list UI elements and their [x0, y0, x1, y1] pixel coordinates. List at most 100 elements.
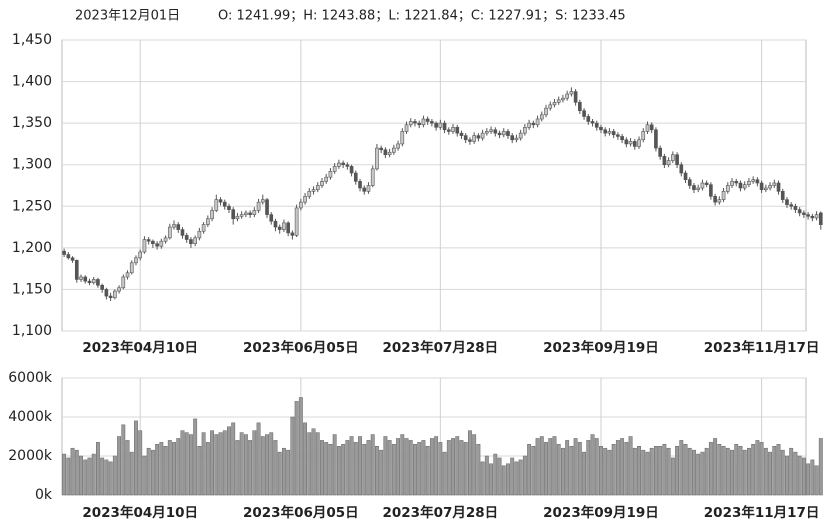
volume-bar [218, 432, 223, 496]
candle-body [299, 201, 303, 209]
candle-body [163, 237, 168, 242]
volume-bar [95, 442, 100, 496]
volume-bar [400, 434, 405, 496]
volume-bar [248, 440, 253, 496]
x-tick-label: 2023年09月19日 [543, 504, 659, 521]
y-tick-label: 1,200 [12, 240, 52, 256]
volume-bar [607, 449, 612, 496]
candle-body [417, 122, 422, 126]
volume-bar [484, 455, 489, 496]
candle-body [738, 182, 743, 189]
candle-body [404, 124, 409, 132]
y-tick-label: 2000k [8, 448, 53, 464]
candle-body [548, 104, 553, 109]
candle-body [556, 99, 561, 103]
volume-bar [776, 444, 781, 496]
volume-bar [138, 430, 143, 496]
candle-body [493, 129, 498, 134]
volume-bar [429, 438, 434, 496]
volume-bar [260, 436, 265, 496]
volume-bar [480, 461, 485, 496]
candle-body [129, 262, 134, 274]
y-tick-label: 1,250 [12, 198, 52, 214]
candle-body [248, 212, 252, 215]
volume-bar [645, 451, 650, 496]
volume-bar [341, 444, 346, 496]
volume-bar [586, 440, 591, 496]
volume-bar [239, 432, 244, 496]
y-tick-label: 0k [35, 487, 53, 503]
candle-body [366, 185, 371, 192]
volume-bar [522, 455, 527, 496]
candle-body [446, 129, 451, 132]
candle-body [142, 239, 147, 253]
candle-body [700, 182, 705, 189]
volume-bar [658, 446, 663, 496]
x-tick-label: 2023年11月17日 [704, 339, 820, 356]
volume-bar [772, 446, 777, 496]
candle-body [721, 191, 726, 200]
candle-body [438, 122, 443, 128]
volume-bar [434, 436, 439, 496]
candle-body [662, 156, 667, 166]
volume-bar [336, 446, 341, 496]
volume-bar [290, 416, 295, 496]
candle-body [806, 214, 810, 217]
volume-bar [408, 440, 413, 496]
candle-body [780, 191, 785, 200]
candle-body [510, 135, 515, 141]
volume-bar [62, 453, 67, 496]
volume-bar [713, 438, 718, 496]
candle-body [134, 257, 138, 264]
header-date: 2023年12月01日 [75, 9, 180, 24]
candle-body [167, 226, 172, 239]
volume-bar [539, 436, 544, 496]
x-tick-label: 2023年04月10日 [82, 504, 198, 521]
candle-body [341, 162, 345, 166]
volume-bar [637, 446, 641, 496]
candle-body [345, 164, 350, 167]
candle-body [658, 147, 662, 157]
x-tick-label: 2023年11月17日 [704, 504, 820, 521]
volume-bar [738, 446, 743, 496]
volume-bar [307, 432, 312, 496]
volume-bar [104, 459, 109, 496]
volume-bar [74, 449, 79, 496]
header-values: O: 1241.99；H: 1243.88；L: 1221.84；C: 1227… [218, 9, 626, 24]
volume-bar [535, 438, 540, 496]
candle-body [303, 196, 307, 203]
candle-body [603, 129, 608, 134]
candle-body [523, 127, 527, 134]
candle-body [793, 205, 798, 210]
candle-body [501, 131, 506, 136]
candle-body [518, 132, 523, 139]
candle-body [455, 127, 460, 134]
volume-bar [134, 420, 138, 496]
volume-bar [269, 432, 274, 496]
volume-bar [628, 436, 633, 496]
candle-body [561, 97, 565, 101]
candle-body [210, 210, 214, 220]
volume-bar [582, 451, 587, 496]
candle-body [70, 257, 75, 261]
candle-body [320, 181, 324, 186]
candle-body [730, 181, 734, 186]
volume-bar [510, 457, 515, 496]
candle-body [785, 199, 789, 205]
candle-body [485, 131, 489, 134]
candle-body [725, 185, 730, 192]
volume-bar [704, 447, 709, 496]
volume-bar [214, 434, 219, 496]
candle-body [231, 209, 236, 220]
candle-body [113, 290, 117, 299]
volume-bar [413, 444, 417, 496]
candle-body [624, 139, 629, 145]
candle-body [810, 215, 815, 219]
candle-body [337, 162, 341, 167]
volume-bar [527, 444, 532, 496]
volume-bar [328, 444, 333, 496]
candle-body [713, 196, 717, 203]
candle-body [544, 107, 548, 116]
candle-body [79, 276, 83, 280]
candle-body [104, 289, 109, 297]
